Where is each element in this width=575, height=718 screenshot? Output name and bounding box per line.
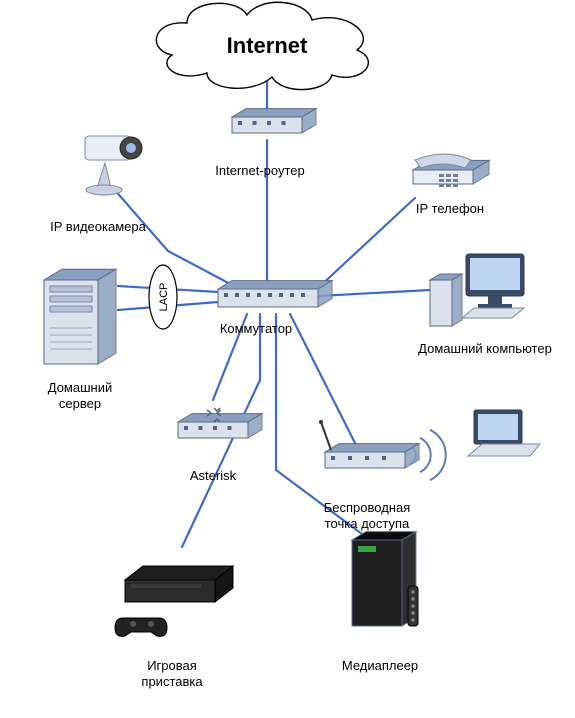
device-ip_phone	[413, 154, 489, 187]
device-internet_router	[232, 109, 316, 133]
device-laptop	[468, 410, 540, 456]
connection-line	[318, 290, 430, 296]
internet-cloud: Internet	[156, 2, 368, 89]
label-ip_phone: IP телефон	[416, 201, 484, 216]
label-media_player: Медиаплеер	[342, 658, 418, 673]
label-wifi_ap-2: точка доступа	[325, 516, 410, 531]
device-home_server	[44, 269, 116, 364]
device-media_player	[352, 532, 418, 626]
label-internet_router: Internet-роутер	[215, 163, 305, 178]
label-game_console-2: приставка	[141, 674, 203, 689]
wifi-wave-icon	[430, 430, 446, 480]
device-asterisk	[178, 408, 262, 438]
label-asterisk: Asterisk	[190, 468, 237, 483]
device-game_console	[115, 566, 233, 636]
label-home_server: Домашний	[48, 380, 112, 395]
label-ip_camera: IP видеокамера	[50, 219, 146, 234]
devices-layer: LACP	[44, 109, 540, 637]
label-game_console: Игровая	[147, 658, 197, 673]
label-home_server-2: сервер	[59, 396, 101, 411]
connection-line	[113, 188, 234, 286]
label-home_pc: Домашний компьютер	[418, 341, 552, 356]
device-ip_camera	[85, 136, 142, 195]
device-switch	[218, 281, 332, 307]
internet-label: Internet	[227, 33, 308, 58]
label-wifi_ap: Беспроводная	[324, 500, 411, 515]
lacp-label: LACP	[158, 283, 170, 312]
network-diagram: Internet LACP Internet-роутер IP видеокам…	[0, 0, 575, 718]
connection-line	[318, 198, 415, 288]
wifi-wave-icon	[420, 438, 431, 472]
device-wifi_ap	[319, 420, 419, 468]
device-home_pc	[430, 254, 524, 326]
label-switch: Коммутатор	[220, 321, 292, 336]
